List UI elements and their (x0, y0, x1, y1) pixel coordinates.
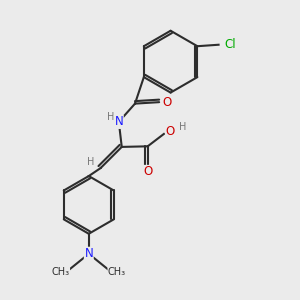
Text: H: H (107, 112, 114, 122)
Text: N: N (114, 116, 123, 128)
Text: O: O (166, 124, 175, 137)
Text: O: O (163, 96, 172, 109)
Text: O: O (143, 165, 152, 178)
Text: Cl: Cl (224, 38, 236, 51)
Text: H: H (179, 122, 187, 133)
Text: N: N (84, 247, 93, 260)
Text: H: H (87, 157, 94, 167)
Text: CH₃: CH₃ (108, 267, 126, 277)
Text: CH₃: CH₃ (51, 267, 70, 277)
